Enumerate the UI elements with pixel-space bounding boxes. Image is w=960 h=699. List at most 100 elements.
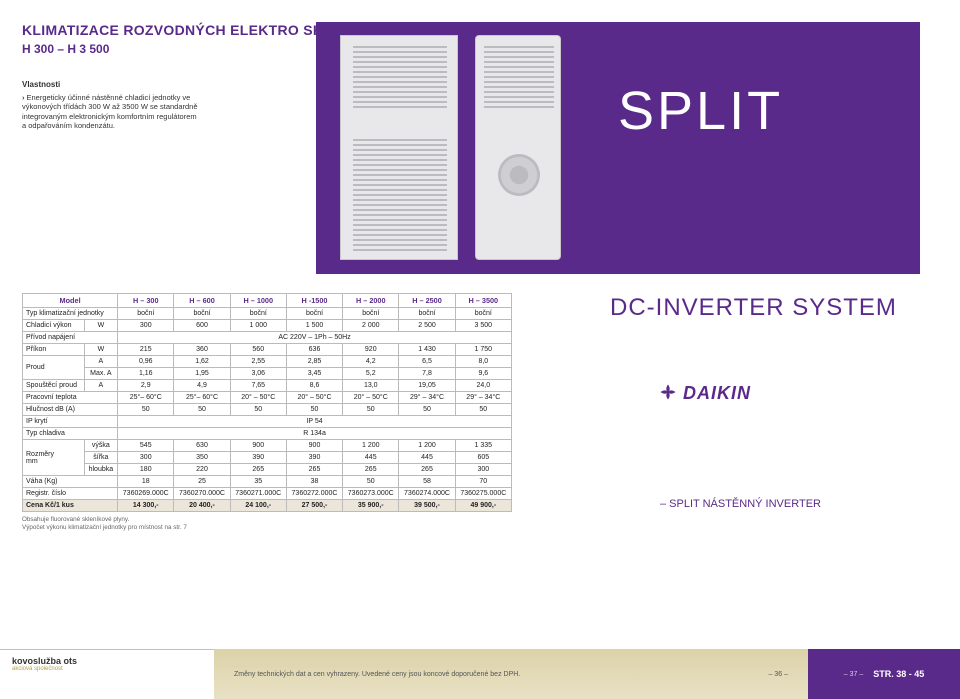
row-label: Váha (Kg) bbox=[23, 476, 118, 488]
cell: 300 bbox=[118, 320, 174, 332]
footer-str-label: STR. 38 - 45 bbox=[873, 669, 924, 679]
cell: 3,45 bbox=[286, 368, 342, 380]
cell: 215 bbox=[118, 344, 174, 356]
cell: 50 bbox=[343, 476, 399, 488]
footer-logo-block: kovoslužba ots akciová společnost bbox=[0, 649, 214, 699]
cell: 265 bbox=[230, 464, 286, 476]
table-row: Chladicí výkonW3006001 0001 5002 0002 50… bbox=[23, 320, 512, 332]
cell: 29° – 34°C bbox=[399, 392, 455, 404]
dc-inverter-heading: DC-INVERTER SYSTEM bbox=[610, 294, 897, 322]
cell: boční bbox=[455, 308, 511, 320]
cell: 25°– 60°C bbox=[118, 392, 174, 404]
table-row: Pracovní teplota25°– 60°C25°– 60°C20° – … bbox=[23, 392, 512, 404]
table-row: Rozměrymmvýška5456309009001 2001 2001 33… bbox=[23, 440, 512, 452]
row-label: Cena Kč/1 kus bbox=[23, 500, 118, 512]
cell: 545 bbox=[118, 440, 174, 452]
cell: 1 500 bbox=[286, 320, 342, 332]
cell: 2 000 bbox=[343, 320, 399, 332]
cell: 900 bbox=[230, 440, 286, 452]
cell: 7360274.000C bbox=[399, 488, 455, 500]
col-header: H -1500 bbox=[286, 294, 342, 308]
cell: 4,9 bbox=[174, 380, 230, 392]
cell: 20° – 50°C bbox=[343, 392, 399, 404]
table-row: Typ klimatizační jednotkybočníbočníboční… bbox=[23, 308, 512, 320]
table-row: hloubka180220265265265265300 bbox=[23, 464, 512, 476]
cell: 180 bbox=[118, 464, 174, 476]
page-subtitle: H 300 – H 3 500 bbox=[22, 42, 109, 56]
footer-logo: kovoslužba ots bbox=[12, 656, 202, 666]
cell: 20° – 50°C bbox=[286, 392, 342, 404]
row-label: Chladicí výkon bbox=[23, 320, 85, 332]
cell: 49 900,- bbox=[455, 500, 511, 512]
row-span-value: AC 220V – 1Ph – 50Hz bbox=[118, 332, 512, 344]
cell: 3 500 bbox=[455, 320, 511, 332]
cell: boční bbox=[343, 308, 399, 320]
cell: 5,2 bbox=[343, 368, 399, 380]
cell: 390 bbox=[230, 452, 286, 464]
cell: 445 bbox=[343, 452, 399, 464]
footer-logo-sub: akciová společnost bbox=[12, 666, 202, 672]
cell: 50 bbox=[455, 404, 511, 416]
cell: 13,0 bbox=[343, 380, 399, 392]
cell: 636 bbox=[286, 344, 342, 356]
cell: 7360269.000C bbox=[118, 488, 174, 500]
cell: 600 bbox=[174, 320, 230, 332]
cell: 360 bbox=[174, 344, 230, 356]
table-row: šířka300350390390445445605 bbox=[23, 452, 512, 464]
table-row: Váha (Kg)18253538505870 bbox=[23, 476, 512, 488]
cell: 630 bbox=[174, 440, 230, 452]
table-row: Cena Kč/1 kus14 300,-20 400,-24 100,-27 … bbox=[23, 500, 512, 512]
cell: 14 300,- bbox=[118, 500, 174, 512]
col-header: H – 2000 bbox=[343, 294, 399, 308]
cell: 39 500,- bbox=[399, 500, 455, 512]
cell: 1,16 bbox=[118, 368, 174, 380]
cell: 605 bbox=[455, 452, 511, 464]
cell: 3,06 bbox=[230, 368, 286, 380]
cell: 2,55 bbox=[230, 356, 286, 368]
table-row: Spouštěcí proudA2,94,97,658,613,019,0524… bbox=[23, 380, 512, 392]
table-row: Hlučnost dB (A)50505050505050 bbox=[23, 404, 512, 416]
cell: 2 500 bbox=[399, 320, 455, 332]
cell: 1 000 bbox=[230, 320, 286, 332]
cell: boční bbox=[174, 308, 230, 320]
cell: 7,65 bbox=[230, 380, 286, 392]
cell: boční bbox=[230, 308, 286, 320]
cell: 35 900,- bbox=[343, 500, 399, 512]
table-row: PříkonW2153605606369201 4301 750 bbox=[23, 344, 512, 356]
footer-right: – 37 – STR. 38 - 45 bbox=[808, 649, 960, 699]
properties-heading: Vlastnosti bbox=[22, 80, 202, 90]
row-sublabel: šířka bbox=[84, 452, 118, 464]
daikin-fan-icon bbox=[659, 383, 677, 401]
row-sublabel: A bbox=[84, 356, 118, 368]
cell: 25 bbox=[174, 476, 230, 488]
cell: 8,6 bbox=[286, 380, 342, 392]
table-row: ProudA0,961,622,552,854,26,58,0 bbox=[23, 356, 512, 368]
cell: 220 bbox=[174, 464, 230, 476]
row-label: Příkon bbox=[23, 344, 85, 356]
row-unit: W bbox=[84, 320, 118, 332]
cell: 50 bbox=[174, 404, 230, 416]
row-label: Typ klimatizační jednotky bbox=[23, 308, 118, 320]
cell: 7360272.000C bbox=[286, 488, 342, 500]
row-label: Přívod napájení bbox=[23, 332, 118, 344]
cell: 265 bbox=[343, 464, 399, 476]
cell: 50 bbox=[343, 404, 399, 416]
row-label: Typ chladiva bbox=[23, 428, 118, 440]
footer-mid: Změny technických dat a cen vyhrazeny. U… bbox=[214, 649, 808, 699]
row-label: Rozměrymm bbox=[23, 440, 85, 476]
cell: 300 bbox=[455, 464, 511, 476]
footer-change-note: Změny technických dat a cen vyhrazeny. U… bbox=[234, 671, 520, 678]
cell: 0,96 bbox=[118, 356, 174, 368]
cell: 920 bbox=[343, 344, 399, 356]
cell: 20 400,- bbox=[174, 500, 230, 512]
cell: 900 bbox=[286, 440, 342, 452]
notes: Obsahuje fluorované skleníkové plyny. Vý… bbox=[22, 516, 512, 532]
row-label: IP krytí bbox=[23, 416, 118, 428]
cell: 2,85 bbox=[286, 356, 342, 368]
cell: 38 bbox=[286, 476, 342, 488]
split-heading: SPLIT bbox=[618, 80, 783, 142]
cell: 20° – 50°C bbox=[230, 392, 286, 404]
cell: 50 bbox=[286, 404, 342, 416]
cell: 1,95 bbox=[174, 368, 230, 380]
cell: 2,9 bbox=[118, 380, 174, 392]
